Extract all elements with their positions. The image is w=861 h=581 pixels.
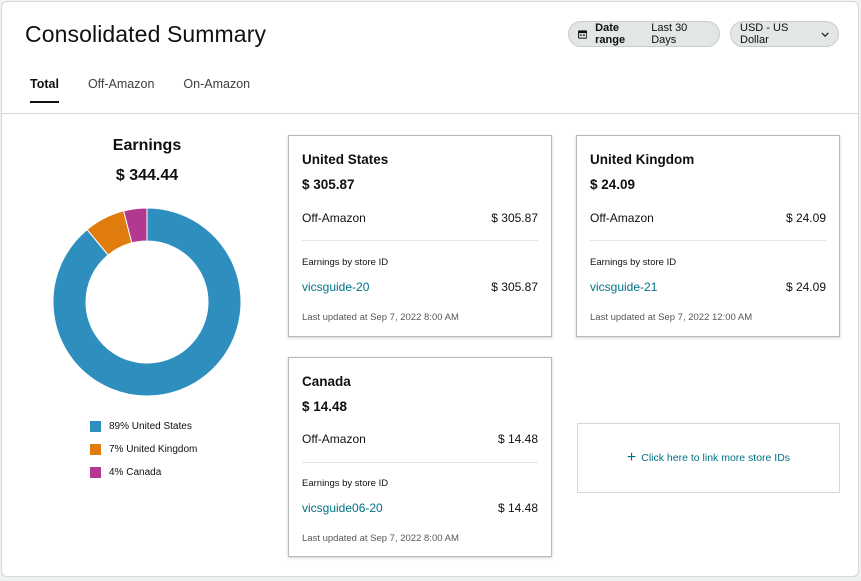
store-id-link[interactable]: vicsguide-21: [590, 280, 658, 294]
off-amazon-row: Off-Amazon $ 24.09: [590, 211, 826, 225]
plus-icon: +: [626, 449, 637, 466]
card-total: $ 14.48: [302, 399, 348, 414]
link-more-store-ids-button[interactable]: + Click here to link more store IDs: [577, 423, 840, 493]
chart-legend: 89% United States 7% United Kingdom 4% C…: [90, 415, 197, 484]
store-value: $ 14.48: [497, 501, 538, 515]
date-range-value: Last 30 Days: [651, 22, 688, 46]
store-row: vicsguide-21 $ 24.09: [590, 280, 826, 294]
off-amazon-label: Off-Amazon: [590, 211, 654, 225]
off-amazon-row: Off-Amazon $ 14.48: [302, 432, 538, 446]
currency-select[interactable]: USD - US Dollar: [730, 21, 839, 47]
store-id-link[interactable]: vicsguide-20: [302, 280, 370, 294]
off-amazon-value: $ 14.48: [497, 432, 538, 446]
store-id-header: Earnings by store ID: [590, 257, 677, 268]
summary-tabs: Total Off-Amazon On-Amazon: [30, 77, 279, 103]
last-updated: Last updated at Sep 7, 2022 8:00 AM: [302, 312, 459, 323]
legend-label: 89% United States: [109, 421, 192, 432]
legend-item-canada: 4% Canada: [90, 461, 197, 484]
country-card-canada: Canada $ 14.48 Off-Amazon $ 14.48 Earnin…: [288, 357, 552, 557]
legend-swatch: [90, 467, 101, 478]
store-value: $ 305.87: [491, 280, 538, 294]
last-updated: Last updated at Sep 7, 2022 8:00 AM: [302, 533, 459, 544]
card-divider: [302, 462, 538, 463]
card-total: $ 24.09: [590, 177, 636, 192]
legend-label: 7% United Kingdom: [109, 444, 198, 455]
donut-slice-united-states[interactable]: [52, 207, 242, 397]
off-amazon-value: $ 305.87: [491, 211, 538, 225]
link-more-label: Click here to link more store IDs: [641, 452, 791, 464]
card-title: Canada: [302, 374, 351, 389]
legend-item-united-kingdom: 7% United Kingdom: [90, 438, 197, 461]
donut-slice-canada[interactable]: [123, 207, 148, 244]
store-row: vicsguide06-20 $ 14.48: [302, 501, 538, 515]
off-amazon-value: $ 24.09: [785, 211, 826, 225]
card-title: United Kingdom: [590, 152, 695, 167]
card-title: United States: [302, 152, 389, 167]
store-row: vicsguide-20 $ 305.87: [302, 280, 538, 294]
tab-off-amazon[interactable]: Off-Amazon: [87, 77, 155, 91]
last-updated: Last updated at Sep 7, 2022 12:00 AM: [590, 312, 753, 323]
date-range-button[interactable]: Date range Last 30 Days: [568, 21, 720, 47]
card-divider: [302, 240, 538, 241]
tabs-divider: [2, 113, 858, 114]
tab-on-amazon[interactable]: On-Amazon: [183, 77, 251, 91]
currency-value: USD - US Dollar: [740, 22, 789, 46]
card-total: $ 305.87: [302, 177, 355, 192]
legend-swatch: [90, 444, 101, 455]
legend-label: 4% Canada: [109, 467, 162, 478]
earnings-label: Earnings: [112, 137, 182, 154]
off-amazon-label: Off-Amazon: [302, 432, 366, 446]
store-id-header: Earnings by store ID: [302, 257, 389, 268]
legend-swatch: [90, 421, 101, 432]
date-range-label: Date range: [595, 22, 626, 46]
earnings-donut-chart: [52, 207, 242, 397]
store-id-link[interactable]: vicsguide06-20: [302, 501, 383, 515]
store-id-header: Earnings by store ID: [302, 478, 389, 489]
earnings-total: $ 344.44: [115, 167, 179, 184]
country-card-united-states: United States $ 305.87 Off-Amazon $ 305.…: [288, 135, 552, 337]
tab-total[interactable]: Total: [30, 77, 59, 103]
off-amazon-row: Off-Amazon $ 305.87: [302, 211, 538, 225]
calendar-icon: [578, 30, 588, 39]
legend-item-united-states: 89% United States: [90, 415, 197, 438]
off-amazon-label: Off-Amazon: [302, 211, 366, 225]
country-card-united-kingdom: United Kingdom $ 24.09 Off-Amazon $ 24.0…: [576, 135, 840, 337]
page-title: Consolidated Summary: [25, 21, 267, 47]
chevron-down-icon: [821, 31, 829, 37]
card-divider: [590, 240, 826, 241]
store-value: $ 24.09: [785, 280, 826, 294]
